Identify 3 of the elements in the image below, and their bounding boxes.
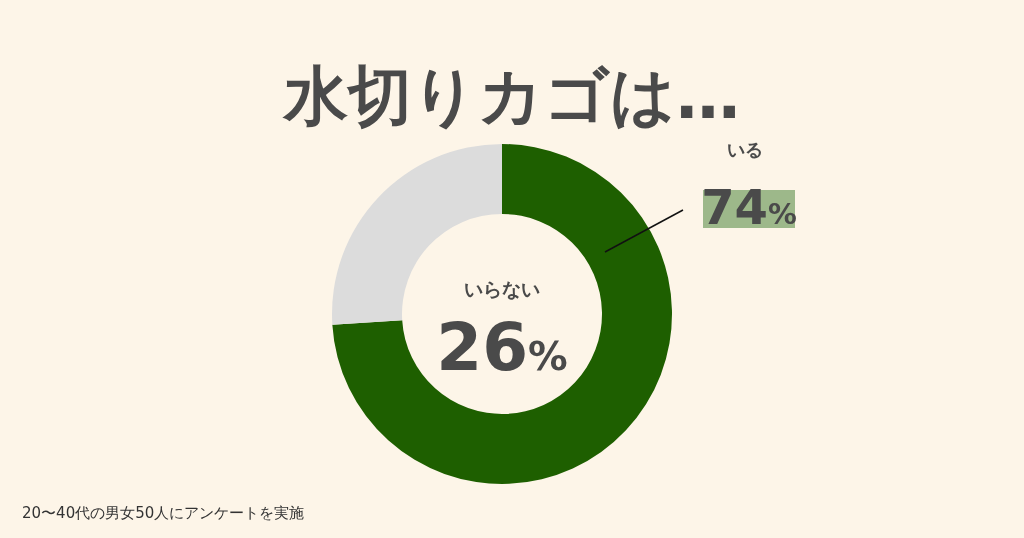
data-label: 26%: [436, 309, 568, 386]
text: 20〜40代の男女50人にアンケートを実施: [22, 504, 305, 522]
title: 水切りカゴは…: [284, 59, 740, 133]
